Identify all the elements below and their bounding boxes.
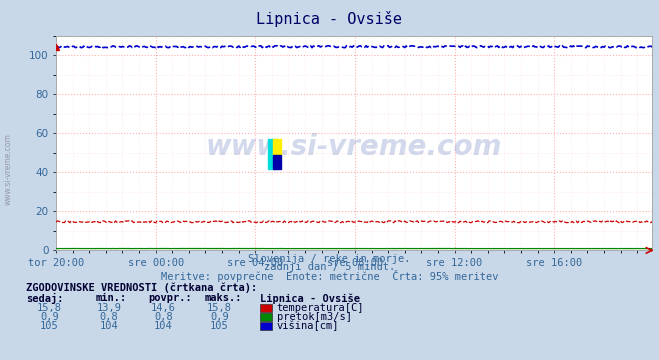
Bar [273,139,281,155]
Text: www.si-vreme.com: www.si-vreme.com [4,133,13,205]
Text: pretok[m3/s]: pretok[m3/s] [277,312,352,322]
Text: Lipnica - Ovsiše: Lipnica - Ovsiše [260,293,360,304]
Text: povpr.:: povpr.: [148,293,192,303]
Text: 13,9: 13,9 [96,303,121,313]
Text: 0,8: 0,8 [154,312,173,322]
Bar [273,155,281,169]
Text: Lipnica - Ovsiše: Lipnica - Ovsiše [256,11,403,27]
Text: www.si-vreme.com: www.si-vreme.com [206,134,502,161]
Text: 0,9: 0,9 [40,312,59,322]
Text: ZGODOVINSKE VREDNOSTI (črtkana črta):: ZGODOVINSKE VREDNOSTI (črtkana črta): [26,283,258,293]
Text: maks.:: maks.: [204,293,242,303]
Text: temperatura[C]: temperatura[C] [277,303,364,313]
Text: 15,8: 15,8 [37,303,62,313]
Text: 105: 105 [40,321,59,331]
Text: 0,9: 0,9 [210,312,229,322]
Text: 105: 105 [210,321,229,331]
Text: Meritve: povprečne  Enote: metrične  Črta: 95% meritev: Meritve: povprečne Enote: metrične Črta:… [161,270,498,282]
Text: Slovenija / reke in morje.: Slovenija / reke in morje. [248,254,411,264]
Text: 15,8: 15,8 [207,303,232,313]
Text: min.:: min.: [96,293,127,303]
Text: višina[cm]: višina[cm] [277,321,339,332]
Text: zadnji dan / 5 minut.: zadnji dan / 5 minut. [264,262,395,272]
Bar [268,139,275,169]
Text: 14,6: 14,6 [151,303,176,313]
Text: 104: 104 [100,321,118,331]
Text: sedaj:: sedaj: [26,293,64,305]
Text: 104: 104 [154,321,173,331]
Text: 0,8: 0,8 [100,312,118,322]
